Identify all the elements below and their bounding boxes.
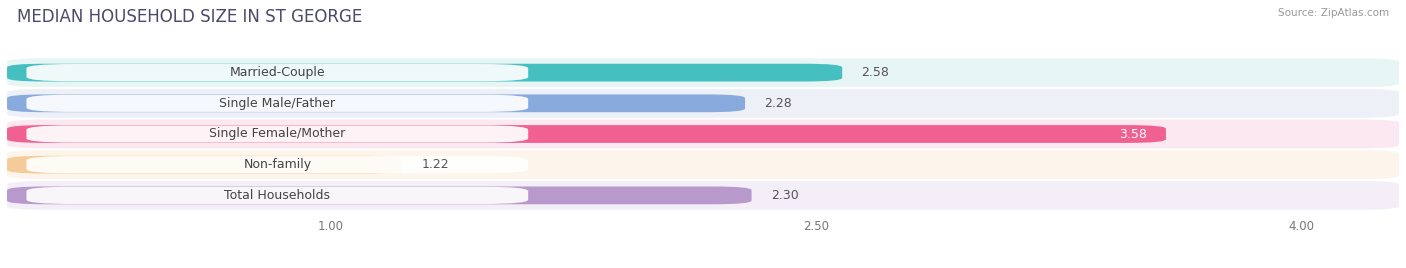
Text: 3.58: 3.58 [1119, 128, 1146, 140]
Text: 2.58: 2.58 [862, 66, 890, 79]
FancyBboxPatch shape [27, 156, 529, 173]
Text: MEDIAN HOUSEHOLD SIZE IN ST GEORGE: MEDIAN HOUSEHOLD SIZE IN ST GEORGE [17, 8, 363, 26]
FancyBboxPatch shape [27, 95, 529, 112]
Text: Married-Couple: Married-Couple [229, 66, 325, 79]
FancyBboxPatch shape [7, 125, 1166, 143]
FancyBboxPatch shape [7, 64, 842, 81]
Text: Total Households: Total Households [225, 189, 330, 202]
Text: Non-family: Non-family [243, 158, 311, 171]
FancyBboxPatch shape [7, 150, 1399, 179]
Text: Single Male/Father: Single Male/Father [219, 97, 335, 110]
Text: 2.30: 2.30 [770, 189, 799, 202]
Text: Source: ZipAtlas.com: Source: ZipAtlas.com [1278, 8, 1389, 18]
FancyBboxPatch shape [7, 120, 1399, 148]
FancyBboxPatch shape [7, 156, 402, 174]
FancyBboxPatch shape [7, 181, 1399, 210]
Text: Single Female/Mother: Single Female/Mother [209, 128, 346, 140]
Text: 1.22: 1.22 [422, 158, 449, 171]
FancyBboxPatch shape [27, 64, 529, 81]
FancyBboxPatch shape [27, 125, 529, 143]
FancyBboxPatch shape [7, 89, 1399, 118]
FancyBboxPatch shape [7, 58, 1399, 87]
Text: 2.28: 2.28 [765, 97, 792, 110]
FancyBboxPatch shape [7, 94, 745, 112]
FancyBboxPatch shape [7, 187, 752, 204]
FancyBboxPatch shape [27, 187, 529, 204]
